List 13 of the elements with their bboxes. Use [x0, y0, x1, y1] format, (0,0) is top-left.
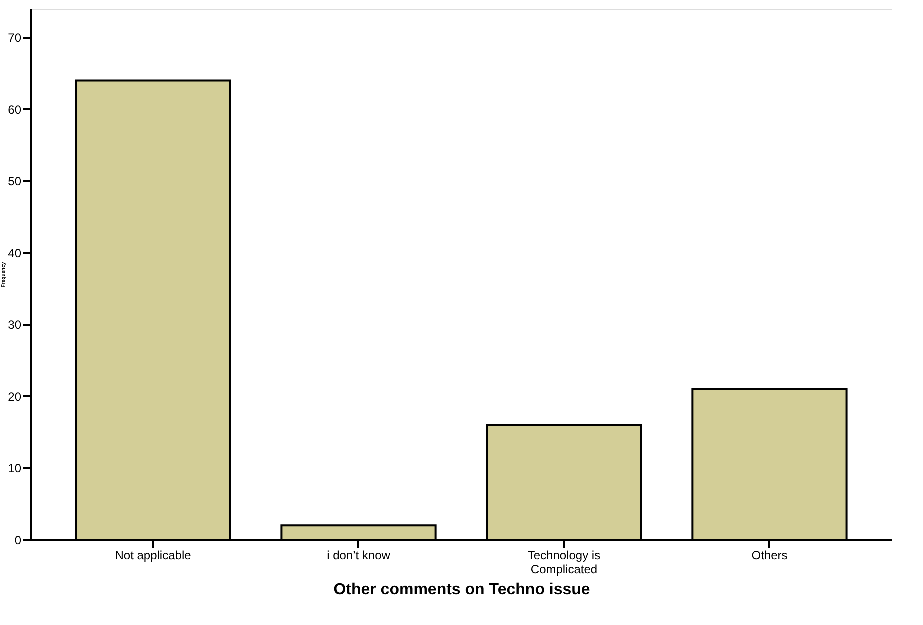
y-tick-label: 40 [8, 246, 22, 260]
y-tick-label: 30 [8, 318, 22, 332]
x-tick-label: Technology is Complicated [528, 548, 601, 576]
x-tick-label: Others [752, 548, 788, 562]
y-tick-label: 10 [8, 462, 22, 476]
y-tick-label: 20 [8, 390, 22, 404]
x-tick-label: i don’t know [327, 548, 391, 562]
x-tick-label: Not applicable [115, 548, 192, 562]
y-tick-label: 0 [14, 534, 22, 548]
y-tick-label: 70 [8, 31, 22, 46]
y-tick-label: 50 [8, 174, 22, 189]
x-axis-title: Other comments on Techno issue [334, 582, 590, 598]
y-tick-label: 60 [8, 102, 22, 117]
